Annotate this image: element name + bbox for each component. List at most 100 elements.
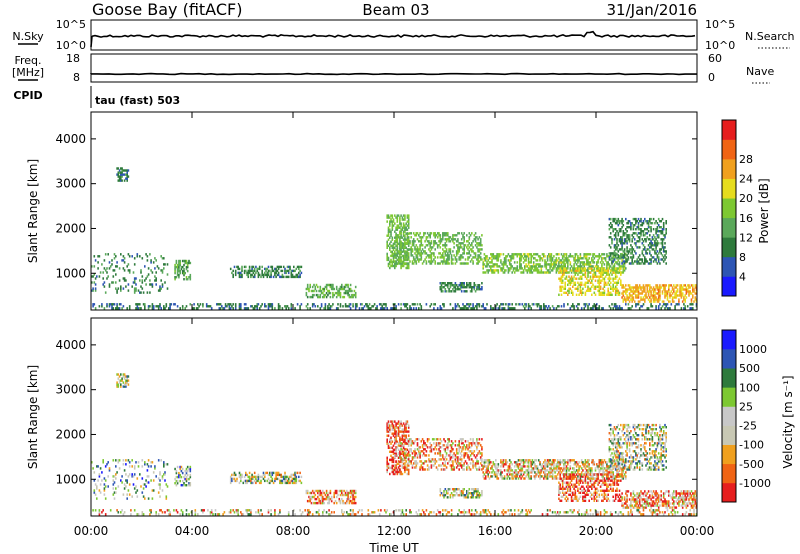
data-cell [556, 259, 559, 262]
data-cell [439, 305, 442, 308]
data-cell [613, 305, 616, 308]
data-cell [512, 267, 515, 270]
data-cell [121, 377, 123, 380]
data-cell [531, 265, 534, 268]
data-cell [614, 511, 617, 514]
data-cell [587, 261, 589, 264]
data-cell [112, 487, 115, 490]
data-cell [486, 269, 488, 272]
data-cell [430, 252, 433, 255]
data-cell [276, 471, 279, 475]
data-cell [394, 236, 396, 239]
data-cell [640, 232, 642, 235]
data-cell [120, 171, 122, 174]
data-cell [267, 477, 270, 481]
data-cell [141, 257, 144, 260]
data-cell [638, 240, 641, 243]
data-cell [620, 283, 622, 286]
data-cell [478, 305, 481, 308]
data-cell [627, 303, 630, 306]
data-cell [442, 262, 444, 265]
data-cell [137, 307, 140, 310]
data-cell [582, 263, 584, 266]
data-cell [439, 286, 442, 289]
data-cell [690, 303, 693, 306]
data-cell [462, 282, 464, 285]
data-cell [640, 298, 642, 301]
data-cell [463, 246, 465, 249]
data-cell [584, 305, 587, 308]
data-cell [391, 246, 394, 249]
data-cell [144, 483, 146, 486]
nsky-trace [90, 30, 696, 48]
data-cell [185, 509, 188, 512]
data-cell [459, 284, 462, 287]
data-cell [596, 303, 598, 306]
data-cell [279, 481, 281, 485]
data-cell [463, 232, 465, 235]
data-cell [478, 284, 481, 287]
data-cell [535, 259, 537, 262]
data-cell [527, 253, 530, 256]
data-cell [662, 246, 665, 249]
data-cell [274, 479, 276, 483]
data-cell [617, 271, 620, 274]
data-cell [159, 479, 161, 482]
data-cell [391, 216, 394, 219]
data-cell [661, 258, 664, 261]
data-cell [583, 255, 585, 258]
data-cell [540, 271, 543, 274]
data-cell [560, 293, 563, 296]
data-cell [161, 283, 164, 286]
data-cell [286, 481, 289, 485]
data-cell [477, 244, 479, 247]
colorbar-frame [721, 119, 737, 297]
data-cell [478, 260, 481, 263]
data-cell [397, 234, 400, 237]
data-cell [94, 493, 97, 496]
data-cell [597, 275, 599, 278]
data-cell [155, 511, 157, 514]
data-cell [250, 509, 252, 512]
data-cell [474, 232, 477, 235]
data-cell [274, 511, 276, 514]
data-cell [630, 252, 632, 255]
data-cell [623, 256, 626, 259]
data-cell [572, 305, 574, 308]
data-cell [404, 226, 406, 229]
data-cell [454, 262, 457, 265]
data-cell [410, 232, 412, 235]
data-cell [611, 226, 613, 229]
data-cell [584, 281, 587, 284]
data-cell [120, 179, 122, 182]
data-cell [116, 173, 118, 176]
data-cell [617, 234, 620, 237]
data-cell [275, 275, 277, 279]
data-cell [685, 290, 688, 293]
data-cell [141, 287, 144, 290]
data-cell [318, 295, 320, 299]
data-cell [401, 218, 404, 221]
data-cell [392, 458, 395, 462]
data-cell [516, 261, 519, 264]
data-cell [416, 444, 419, 447]
data-cell [448, 258, 450, 261]
data-cell [343, 295, 346, 299]
data-cell [412, 262, 415, 265]
data-cell [483, 263, 486, 266]
data-cell [390, 466, 392, 470]
data-cell [611, 273, 613, 276]
data-cell [479, 238, 482, 241]
colorbar-tick-label: 20 [739, 192, 753, 205]
data-cell [527, 267, 530, 270]
data-cell [257, 475, 260, 479]
data-cell [654, 236, 656, 239]
data-cell [111, 303, 113, 306]
data-cell [469, 513, 472, 516]
data-cell [127, 475, 130, 478]
data-cell [400, 240, 402, 243]
data-cell [339, 295, 342, 299]
data-cell [637, 290, 640, 293]
data-cell [394, 456, 396, 459]
data-cell [606, 265, 608, 268]
